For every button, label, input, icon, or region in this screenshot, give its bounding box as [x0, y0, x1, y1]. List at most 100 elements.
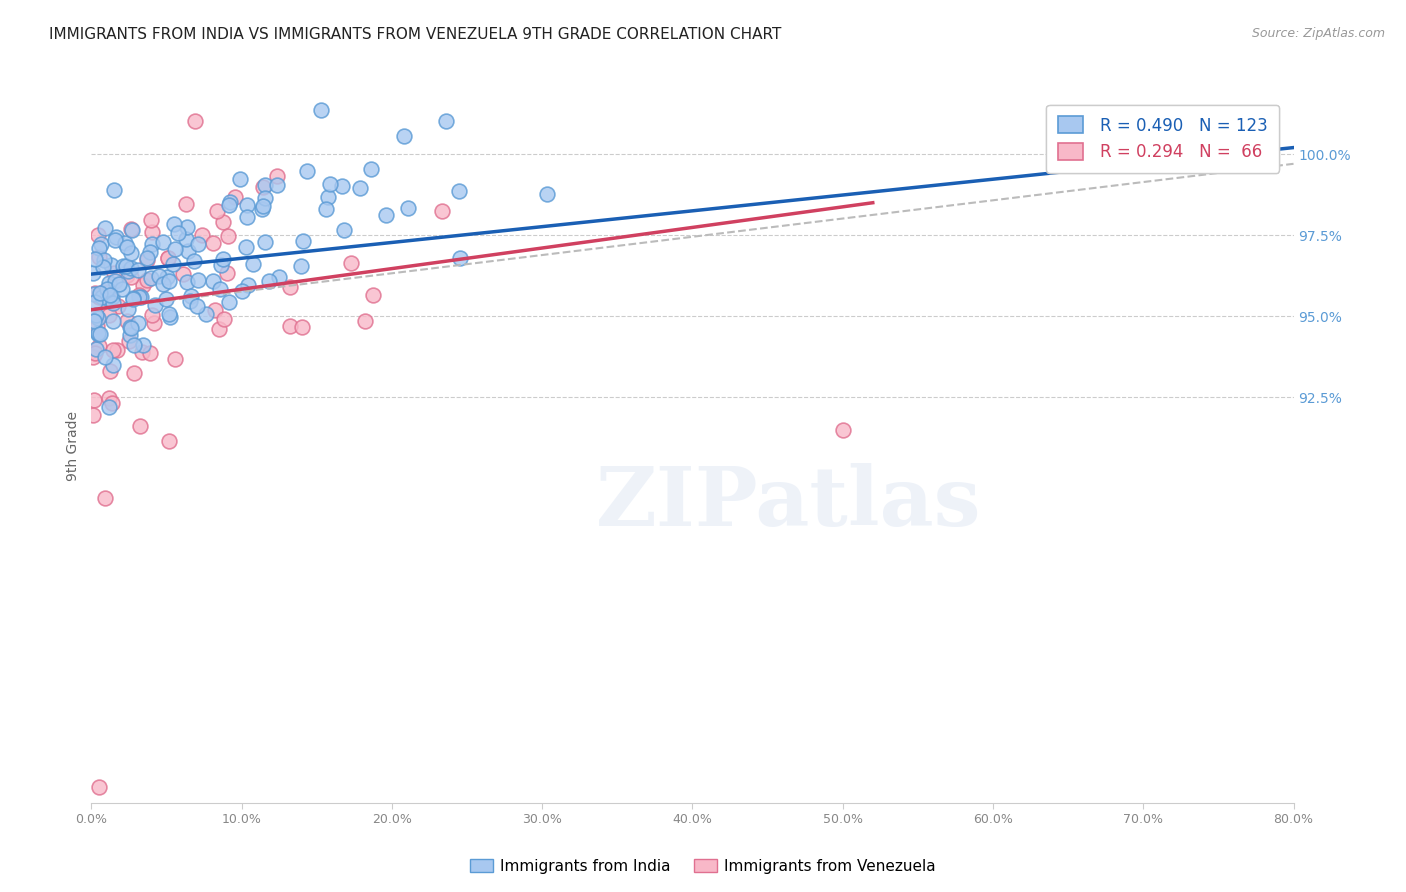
Point	[87, 326, 110, 340]
Point	[115, 313, 138, 327]
Point	[107, 299, 129, 313]
Point	[121, 291, 143, 305]
Point	[100, 258, 122, 272]
Point	[129, 419, 152, 434]
Point	[141, 308, 163, 322]
Point	[187, 236, 209, 251]
Point	[201, 275, 224, 289]
Point	[121, 223, 143, 237]
Point	[128, 290, 150, 304]
Point	[180, 289, 202, 303]
Point	[219, 195, 242, 210]
Point	[143, 317, 166, 331]
Point	[361, 288, 384, 302]
Point	[98, 285, 121, 300]
Point	[190, 227, 212, 242]
Point	[104, 234, 127, 248]
Point	[84, 286, 107, 301]
Point	[183, 254, 205, 268]
Point	[250, 202, 273, 216]
Point	[127, 262, 149, 277]
Point	[235, 210, 257, 224]
Point	[252, 179, 274, 194]
Point	[211, 215, 233, 229]
Point	[434, 114, 457, 128]
Point	[392, 129, 415, 144]
Point	[228, 171, 250, 186]
Point	[82, 408, 104, 422]
Point	[136, 251, 159, 265]
Point	[207, 204, 229, 219]
Point	[82, 266, 104, 280]
Point	[163, 242, 186, 256]
Point	[100, 396, 122, 410]
Point	[139, 245, 162, 260]
Point	[117, 264, 139, 278]
Point	[242, 257, 264, 271]
Point	[120, 246, 142, 260]
Point	[115, 259, 138, 273]
Point	[127, 316, 149, 330]
Point	[212, 312, 235, 326]
Point	[93, 260, 115, 274]
Point	[83, 252, 105, 266]
Point	[118, 319, 141, 334]
Point	[354, 314, 377, 328]
Point	[186, 299, 208, 313]
Point	[218, 198, 240, 212]
Point	[174, 232, 197, 246]
Point	[93, 253, 115, 268]
Point	[87, 327, 110, 342]
Point	[129, 290, 152, 304]
Point	[291, 235, 314, 249]
Point	[136, 253, 159, 268]
Point	[82, 350, 104, 364]
Point	[101, 295, 124, 310]
Point	[98, 288, 121, 302]
Point	[333, 223, 356, 237]
Point	[122, 338, 145, 352]
Point	[224, 190, 246, 204]
Point	[209, 258, 232, 272]
Point	[432, 204, 454, 219]
Point	[139, 346, 162, 360]
Point	[375, 208, 398, 222]
Point	[128, 288, 150, 302]
Point	[131, 344, 153, 359]
Point	[98, 391, 121, 405]
Point	[101, 359, 124, 373]
Point	[107, 277, 129, 292]
Point	[120, 260, 142, 275]
Point	[103, 343, 125, 358]
Point	[309, 103, 332, 117]
Point	[98, 364, 121, 378]
Point	[172, 267, 194, 281]
Point	[179, 294, 201, 309]
Point	[111, 259, 134, 273]
Point	[84, 294, 107, 309]
Point	[194, 307, 217, 321]
Point	[132, 338, 155, 352]
Point	[98, 276, 121, 290]
Point	[152, 277, 174, 292]
Point	[86, 310, 108, 325]
Point	[157, 307, 180, 321]
Point	[278, 280, 301, 294]
Point	[136, 273, 159, 287]
Point	[252, 199, 274, 213]
Point	[330, 179, 353, 194]
Point	[257, 274, 280, 288]
Point	[177, 244, 200, 258]
Point	[447, 184, 470, 198]
Point	[145, 298, 167, 312]
Point	[167, 226, 190, 240]
Point	[103, 183, 125, 197]
Point	[101, 314, 124, 328]
Point	[201, 235, 224, 250]
Point	[231, 284, 253, 298]
Point	[254, 191, 277, 205]
Point	[83, 393, 105, 408]
Point	[86, 319, 108, 334]
Text: Source: ZipAtlas.com: Source: ZipAtlas.com	[1251, 27, 1385, 40]
Point	[291, 319, 314, 334]
